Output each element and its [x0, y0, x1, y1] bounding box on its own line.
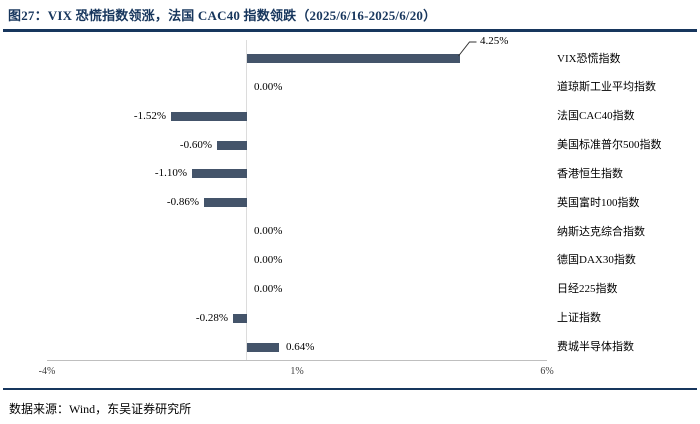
title-divider [3, 29, 697, 32]
category-label: 英国富时100指数 [557, 196, 640, 209]
value-label: -0.86% [166, 196, 199, 209]
bar [247, 342, 279, 352]
figure-title: 图27：VIX 恐慌指数领涨，法国 CAC40 指数领跌（2025/6/16-2… [8, 8, 437, 23]
figure-header: 图27：VIX 恐慌指数领涨，法国 CAC40 指数领跌（2025/6/16-2… [0, 0, 700, 25]
bar-chart: -4% 1% 6% VIX恐慌指数 4.25% 道琼斯工业平均指数 0.00% 法国CAC40… [0, 32, 700, 381]
x-axis-tick-label: 6% [540, 365, 554, 377]
value-label: -1.52% [133, 109, 166, 122]
value-label: -0.60% [179, 138, 212, 151]
figure-footer: 数据来源：Wind，东吴证券研究所 [0, 390, 700, 417]
data-source: 数据来源：Wind，东吴证券研究所 [9, 402, 192, 416]
x-axis-line [47, 359, 547, 361]
bar [204, 198, 247, 208]
value-label: -1.10% [154, 167, 187, 180]
category-label: 美国标准普尔500指数 [557, 139, 662, 152]
bar [192, 169, 247, 179]
value-label: 0.64% [286, 340, 315, 353]
value-label: -0.28% [195, 311, 228, 324]
category-label: 香港恒生指数 [557, 167, 623, 180]
category-label: 日经225指数 [557, 283, 618, 296]
category-label: 道琼斯工业平均指数 [557, 81, 656, 94]
category-label: 德国DAX30指数 [557, 254, 636, 267]
category-label: 纳斯达克综合指数 [557, 225, 645, 238]
category-label: 上证指数 [557, 312, 601, 325]
x-axis-tick-label: -4% [38, 365, 56, 377]
value-label: 0.00% [254, 225, 283, 238]
value-label: 4.25% [480, 34, 509, 47]
bar [217, 140, 247, 150]
x-axis-tick-label: 1% [290, 365, 304, 377]
category-label: VIX恐慌指数 [557, 52, 621, 65]
category-label: 费城半导体指数 [557, 341, 634, 353]
bar [247, 54, 460, 63]
bar [233, 313, 247, 323]
value-label: 0.00% [254, 282, 283, 295]
footer-divider [3, 387, 697, 390]
category-label: 法国CAC40指数 [557, 110, 635, 123]
value-label: 0.00% [254, 253, 283, 266]
value-label: 0.00% [254, 80, 283, 93]
bar [171, 111, 247, 121]
